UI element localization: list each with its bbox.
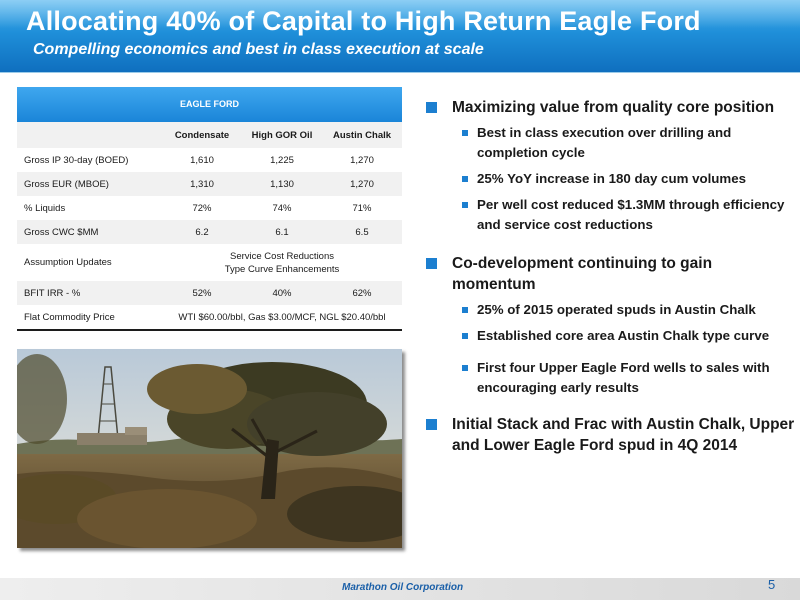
table-cell: 74%	[272, 202, 292, 214]
sub-bullet-item: Per well cost reduced $1.3MM through eff…	[425, 195, 795, 235]
small-square-bullet-icon	[462, 202, 468, 208]
commodity-price-cell: WTI $60.00/bbl, Gas $3.00/MCF, NGL $20.4…	[178, 311, 386, 323]
table-row: Assumption Updates Service Cost Reductio…	[17, 244, 402, 281]
table-cell: 71%	[352, 202, 372, 214]
table-title: EAGLE FORD	[17, 87, 402, 122]
row-label: Gross IP 30-day (BOED)	[24, 154, 129, 166]
sub-bullet-item: Established core area Austin Chalk type …	[425, 326, 795, 346]
row-label: % Liquids	[24, 202, 66, 214]
drilling-rig-photo	[17, 349, 402, 548]
bullet-item: Co-development continuing to gain moment…	[425, 253, 795, 295]
column-header-condensate: Condensate	[162, 122, 242, 148]
small-square-bullet-icon	[462, 333, 468, 339]
row-label: Gross EUR (MBOE)	[17, 172, 162, 196]
table-cell: 1,130	[242, 172, 322, 196]
assumption-line: Service Cost Reductions	[229, 250, 335, 262]
table-cell: 40%	[242, 281, 322, 305]
assumption-line: Type Curve Enhancements	[224, 263, 340, 275]
bullet-text: Maximizing value from quality core posit…	[452, 99, 775, 116]
drilling-rig	[77, 366, 147, 445]
table-row: Gross IP 30-day (BOED) 1,610 1,225 1,270	[17, 148, 402, 172]
square-bullet-icon	[426, 258, 437, 269]
assumption-updates-cell: Service Cost Reductions Type Curve Enhan…	[162, 244, 402, 281]
mesquite-tree	[147, 362, 387, 499]
row-label: Assumption Updates	[24, 257, 112, 268]
row-label: BFIT IRR - %	[17, 281, 162, 305]
sub-bullet-item: 25% YoY increase in 180 day cum volumes	[425, 169, 795, 189]
column-header-austin-chalk: Austin Chalk	[322, 122, 402, 148]
title-banner: Allocating 40% of Capital to High Return…	[0, 0, 800, 73]
table-cell: 6.5	[322, 220, 402, 244]
table-corner-cell	[17, 122, 162, 148]
small-square-bullet-icon	[462, 365, 468, 371]
sub-bullet-text: First four Upper Eagle Ford wells to sal…	[477, 360, 770, 395]
table-cell: 1,225	[270, 154, 294, 166]
table-row: Flat Commodity Price WTI $60.00/bbl, Gas…	[17, 305, 402, 329]
sub-bullet-text: 25% of 2015 operated spuds in Austin Cha…	[477, 302, 756, 317]
sub-bullet-item: Best in class execution over drilling an…	[425, 123, 795, 163]
square-bullet-icon	[426, 102, 437, 113]
table-row: BFIT IRR - % 52% 40% 62%	[17, 281, 402, 305]
table-cell: 52%	[162, 281, 242, 305]
slide-title: Allocating 40% of Capital to High Return…	[26, 6, 701, 36]
small-square-bullet-icon	[462, 130, 468, 136]
sub-bullet-item: 25% of 2015 operated spuds in Austin Cha…	[425, 300, 795, 320]
table-row: % Liquids 72% 74% 71%	[17, 196, 402, 220]
rig-landscape-image	[17, 349, 402, 548]
row-label: Flat Commodity Price	[24, 311, 115, 323]
small-square-bullet-icon	[462, 307, 468, 313]
table-cell: 6.2	[162, 220, 242, 244]
slide-subtitle: Compelling economics and best in class e…	[33, 41, 484, 58]
small-square-bullet-icon	[462, 176, 468, 182]
sub-bullet-item: First four Upper Eagle Ford wells to sal…	[425, 358, 795, 398]
table-cell: 1,610	[190, 154, 214, 166]
table-row: Gross EUR (MBOE) 1,310 1,130 1,270	[17, 172, 402, 196]
sub-bullet-text: Per well cost reduced $1.3MM through eff…	[477, 197, 785, 232]
sub-bullet-text: 25% YoY increase in 180 day cum volumes	[477, 171, 747, 186]
footer-bar: Marathon Oil Corporation	[0, 578, 800, 600]
bullet-text: Initial Stack and Frac with Austin Chalk…	[452, 416, 795, 454]
table-cell: 1,270	[322, 172, 402, 196]
column-header-high-gor-oil: High GOR Oil	[242, 122, 322, 148]
economics-table: EAGLE FORD Condensate High GOR Oil Austi…	[17, 87, 402, 331]
table-cell: 6.1	[242, 220, 322, 244]
bullet-list: Maximizing value from quality core posit…	[425, 97, 795, 456]
table-cell: 1,270	[350, 154, 374, 166]
table-column-header-row: Condensate High GOR Oil Austin Chalk	[17, 122, 402, 148]
table-cell: 72%	[192, 202, 212, 214]
sub-bullet-text: Established core area Austin Chalk type …	[477, 328, 770, 343]
table-row: Gross CWC $MM 6.2 6.1 6.5	[17, 220, 402, 244]
table-cell: 62%	[322, 281, 402, 305]
bullet-item: Maximizing value from quality core posit…	[425, 97, 795, 118]
company-name: Marathon Oil Corporation	[342, 582, 464, 593]
row-label: Gross CWC $MM	[17, 220, 162, 244]
page-number: 5	[768, 577, 776, 592]
bullet-text: Co-development continuing to gain moment…	[452, 255, 713, 293]
sub-bullet-text: Best in class execution over drilling an…	[477, 125, 732, 160]
table-cell: 1,310	[162, 172, 242, 196]
bullet-item: Initial Stack and Frac with Austin Chalk…	[425, 414, 795, 456]
square-bullet-icon	[426, 419, 437, 430]
